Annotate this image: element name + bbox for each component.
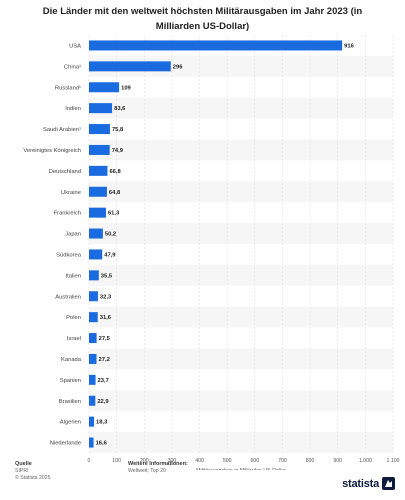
data-label: 22,9 bbox=[97, 399, 109, 405]
category-label: Brasilien bbox=[59, 399, 81, 405]
category-label: Spanien bbox=[60, 378, 81, 384]
data-label: 50,2 bbox=[105, 232, 116, 238]
x-axis-label: Militärausgaben in Milliarden US-Dollar bbox=[196, 468, 286, 470]
category-label: Ukraine bbox=[61, 190, 81, 196]
statista-logo-icon bbox=[382, 477, 395, 490]
statista-logo-text: statista bbox=[342, 477, 379, 490]
category-label: Algerien bbox=[60, 420, 81, 426]
category-label: Saudi Arabien¹ bbox=[43, 127, 81, 133]
data-label: 47,9 bbox=[104, 252, 116, 258]
category-label: Polen bbox=[66, 315, 81, 321]
bar bbox=[89, 186, 107, 197]
row-band bbox=[89, 223, 393, 244]
bar bbox=[89, 291, 98, 302]
bar bbox=[89, 124, 110, 135]
row-band bbox=[89, 390, 393, 412]
x-tick-label: 0 bbox=[88, 458, 91, 464]
data-label: 64,8 bbox=[109, 190, 121, 196]
category-label: Niederlande bbox=[50, 441, 81, 447]
data-label: 27,2 bbox=[99, 357, 110, 363]
x-tick-label: 100 bbox=[112, 458, 121, 464]
bar bbox=[89, 103, 113, 114]
x-tick-label: 500 bbox=[223, 458, 232, 464]
bar bbox=[89, 395, 96, 406]
category-label: Frankreich bbox=[54, 211, 81, 217]
bar bbox=[89, 82, 120, 93]
bar-chart: 916 USA 296 China¹ 109 Russland¹ 83,6 Indien 75,… bbox=[23, 35, 400, 470]
bar bbox=[89, 144, 110, 155]
bar bbox=[89, 437, 94, 448]
source-name[interactable]: SIPRI bbox=[15, 468, 29, 474]
x-tick-label: 300 bbox=[168, 458, 177, 464]
data-label: 61,3 bbox=[108, 211, 120, 217]
statista-logo[interactable]: statista bbox=[342, 477, 395, 490]
row-band bbox=[89, 55, 393, 77]
row-band bbox=[89, 432, 393, 453]
x-tick-label: 1.000 bbox=[359, 458, 372, 464]
category-label: Deutschland bbox=[49, 169, 81, 175]
category-label: China¹ bbox=[64, 64, 81, 70]
data-label: 32,3 bbox=[100, 294, 112, 300]
data-label: 16,6 bbox=[96, 441, 108, 447]
copyright-text: © Statista 2025 bbox=[15, 475, 51, 481]
data-label: 35,5 bbox=[101, 273, 113, 279]
row-band bbox=[89, 181, 393, 203]
bar bbox=[89, 207, 106, 218]
data-label: 18,3 bbox=[96, 420, 108, 426]
bar bbox=[89, 374, 96, 385]
info-text: Weltweit; Top 20 bbox=[128, 468, 166, 474]
bar bbox=[89, 61, 171, 72]
data-label: 83,6 bbox=[114, 106, 126, 112]
data-label: 31,6 bbox=[100, 315, 112, 321]
bar bbox=[89, 228, 103, 239]
bar bbox=[89, 270, 99, 281]
bar bbox=[89, 40, 343, 51]
row-band bbox=[89, 306, 393, 328]
bar bbox=[89, 416, 95, 427]
x-tick-label: 400 bbox=[195, 458, 204, 464]
category-label: Italien bbox=[66, 273, 81, 279]
category-label: Südkorea bbox=[56, 252, 82, 258]
x-tick-label: 900 bbox=[333, 458, 342, 464]
row-band bbox=[89, 348, 393, 370]
data-label: 916 bbox=[344, 43, 354, 49]
row-band bbox=[89, 97, 393, 119]
data-label: 75,8 bbox=[112, 127, 124, 133]
data-label: 74,9 bbox=[112, 148, 124, 154]
data-label: 296 bbox=[173, 64, 183, 70]
bar bbox=[89, 333, 97, 344]
chart-title-line-2: Milliarden US-Dollar) bbox=[155, 21, 250, 32]
info-heading: Weitere Informationen: bbox=[128, 461, 188, 467]
data-label: 66,8 bbox=[109, 169, 121, 175]
chart-title: Die Länder mit den weltweit höchsten Mil… bbox=[0, 4, 405, 34]
x-tick-label: 700 bbox=[278, 458, 287, 464]
category-label: Israel bbox=[67, 336, 81, 342]
bar bbox=[89, 165, 108, 176]
x-tick-label: 200 bbox=[140, 458, 149, 464]
category-label: Russland¹ bbox=[55, 85, 81, 91]
category-label: Vereinigtes Königreich bbox=[23, 148, 81, 154]
category-label: Kanada bbox=[61, 357, 82, 363]
data-label: 23,7 bbox=[98, 378, 109, 384]
chart-title-line-1: Die Länder mit den weltweit höchsten Mil… bbox=[42, 6, 363, 17]
row-band bbox=[89, 139, 393, 161]
data-label: 109 bbox=[121, 85, 131, 91]
row-band bbox=[89, 264, 393, 286]
x-tick-label: 600 bbox=[250, 458, 259, 464]
category-label: USA bbox=[69, 43, 81, 49]
data-label: 27,5 bbox=[99, 336, 111, 342]
bar bbox=[89, 249, 103, 260]
x-tick-label: 1.100 bbox=[387, 458, 400, 464]
x-tick-label: 800 bbox=[306, 458, 315, 464]
category-label: Japan bbox=[65, 232, 81, 238]
category-label: Australien bbox=[55, 294, 81, 300]
bar bbox=[89, 312, 98, 323]
category-label: Indien bbox=[65, 106, 81, 112]
bar bbox=[89, 353, 97, 364]
source-heading: Quelle bbox=[15, 461, 32, 467]
